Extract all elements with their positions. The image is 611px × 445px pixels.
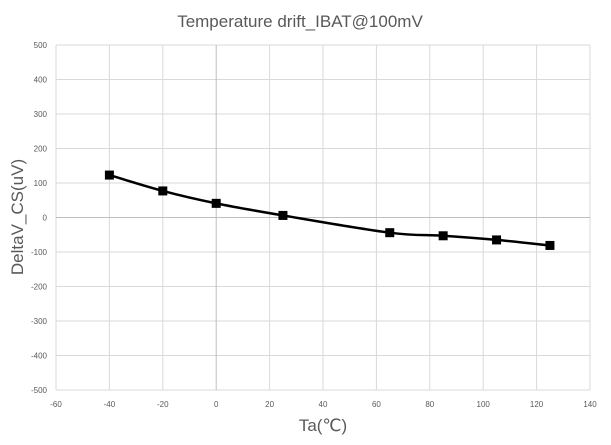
x-tick-label: -20	[157, 400, 169, 409]
y-tick-label: -400	[31, 352, 48, 361]
x-tick-label: -40	[104, 400, 116, 409]
data-point-marker	[438, 231, 448, 241]
data-point-marker	[158, 186, 168, 196]
x-tick-label: -60	[50, 400, 62, 409]
x-tick-label: 80	[425, 400, 434, 409]
data-point-marker	[545, 240, 555, 250]
x-tick-label: 100	[477, 400, 491, 409]
data-point-marker	[492, 235, 502, 245]
y-tick-label: -500	[31, 386, 48, 395]
y-tick-label: 200	[34, 145, 48, 154]
axes	[56, 45, 590, 390]
x-tick-label: 60	[372, 400, 381, 409]
tick-labels: 5004003002001000-100-200-300-400-500-60-…	[31, 41, 597, 409]
y-tick-label: 0	[43, 214, 48, 223]
x-tick-label: 40	[319, 400, 328, 409]
y-axis-title: DeltaV_CS(uV)	[8, 159, 27, 275]
series-layer	[104, 170, 555, 250]
x-tick-label: 120	[530, 400, 544, 409]
series-line	[109, 173, 551, 247]
x-tick-label: 20	[265, 400, 274, 409]
x-axis-title: Ta(℃)	[299, 416, 347, 435]
y-tick-label: 500	[34, 41, 48, 50]
data-point-marker	[104, 170, 114, 180]
y-tick-label: 300	[34, 110, 48, 119]
x-tick-label: 140	[583, 400, 597, 409]
y-tick-label: -100	[31, 248, 48, 257]
data-point-marker	[278, 210, 288, 220]
y-tick-label: -300	[31, 317, 48, 326]
data-point-marker	[211, 198, 221, 208]
y-tick-label: 100	[34, 179, 48, 188]
y-tick-label: -200	[31, 283, 48, 292]
chart-title: Temperature drift_IBAT@100mV	[177, 12, 423, 31]
x-tick-label: 0	[214, 400, 219, 409]
y-tick-label: 400	[34, 76, 48, 85]
data-point-marker	[385, 228, 395, 238]
